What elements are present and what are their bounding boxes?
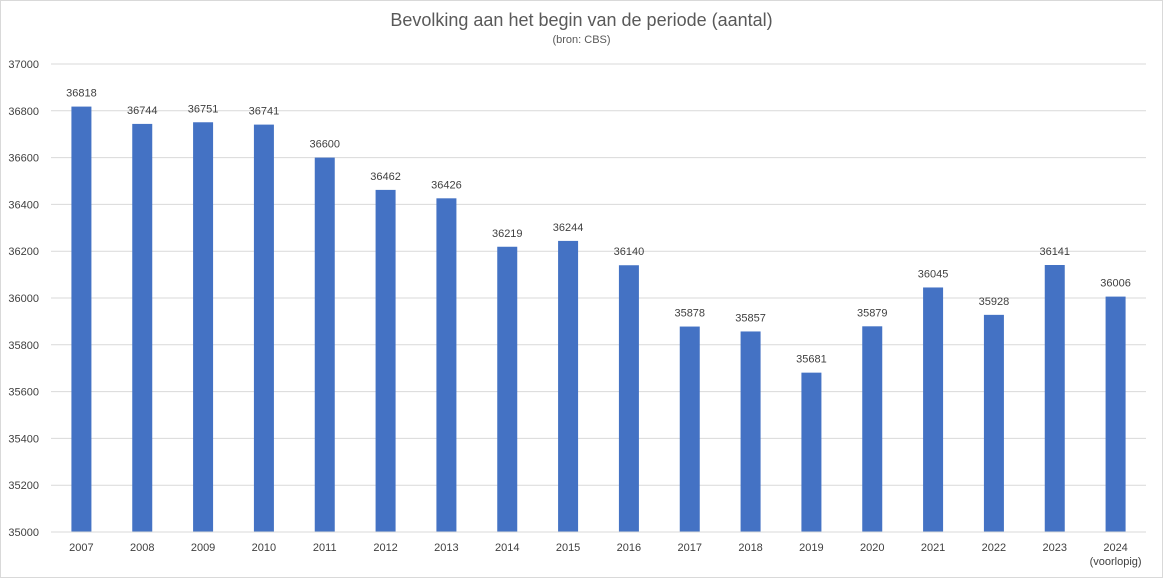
bar: [314, 157, 335, 532]
x-tick-label: 2024: [1103, 542, 1127, 554]
bar: [132, 123, 153, 533]
data-label: 36751: [188, 103, 219, 115]
data-label: 36219: [492, 228, 523, 240]
y-tick-label: 35800: [8, 340, 39, 352]
data-label: 35928: [979, 296, 1010, 308]
x-tick-label: 2012: [373, 542, 397, 554]
data-label: 36006: [1100, 278, 1131, 290]
data-label: 36141: [1039, 246, 1070, 258]
x-tick-label: 2018: [738, 542, 762, 554]
data-label: 36741: [249, 106, 280, 118]
x-tick-label: 2022: [982, 542, 1006, 554]
x-tick-label: 2019: [799, 542, 823, 554]
bar: [679, 326, 700, 532]
x-tick-label: 2013: [434, 542, 458, 554]
y-tick-label: 35600: [8, 387, 39, 399]
data-label: 35857: [735, 312, 766, 324]
data-label: 36744: [127, 105, 158, 117]
chart-title: Bevolking aan het begin van de periode (…: [390, 10, 773, 30]
data-label: 36045: [918, 268, 949, 280]
x-tick-label: 2008: [130, 542, 154, 554]
bar: [1044, 265, 1065, 532]
y-tick-label: 35200: [8, 480, 39, 492]
data-label: 35879: [857, 307, 888, 319]
y-tick-label: 35400: [8, 433, 39, 445]
bar: [253, 124, 274, 532]
y-tick-label: 36000: [8, 293, 39, 305]
x-tick-label: 2023: [1043, 542, 1067, 554]
bar: [983, 314, 1004, 532]
x-tick-label: 2016: [617, 542, 641, 554]
y-tick-label: 36400: [8, 199, 39, 211]
data-label: 36244: [553, 222, 584, 234]
x-tick-label: 2011: [313, 542, 337, 554]
x-tick-sublabel: (voorlopig): [1090, 556, 1142, 568]
y-tick-label: 36800: [8, 106, 39, 118]
bar: [375, 189, 396, 532]
y-tick-label: 35000: [8, 527, 39, 539]
bar: [193, 122, 214, 533]
bar: [740, 331, 761, 532]
x-tick-label: 2010: [252, 542, 276, 554]
data-label: 36600: [309, 139, 340, 151]
bar: [436, 198, 457, 533]
data-label: 36140: [614, 246, 645, 258]
bar: [862, 326, 883, 532]
y-tick-label: 36200: [8, 246, 39, 258]
x-tick-label: 2015: [556, 542, 580, 554]
bar: [923, 287, 944, 532]
bar: [71, 106, 92, 532]
bar: [497, 246, 518, 532]
x-tick-label: 2009: [191, 542, 215, 554]
bar: [618, 265, 639, 532]
x-tick-label: 2017: [678, 542, 702, 554]
x-tick-label: 2007: [69, 542, 93, 554]
y-tick-label: 36600: [8, 153, 39, 165]
x-tick-label: 2014: [495, 542, 519, 554]
bar: [558, 240, 579, 533]
data-label: 35681: [796, 354, 827, 366]
bar: [1105, 296, 1126, 532]
data-label: 36426: [431, 179, 462, 191]
data-label: 35878: [674, 308, 705, 320]
bar: [801, 372, 822, 532]
x-tick-label: 2020: [860, 542, 884, 554]
y-tick-label: 37000: [8, 59, 39, 71]
data-label: 36462: [370, 171, 401, 183]
x-tick-label: 2021: [921, 542, 945, 554]
data-label: 36818: [66, 88, 97, 100]
chart-subtitle: (bron: CBS): [552, 34, 611, 46]
